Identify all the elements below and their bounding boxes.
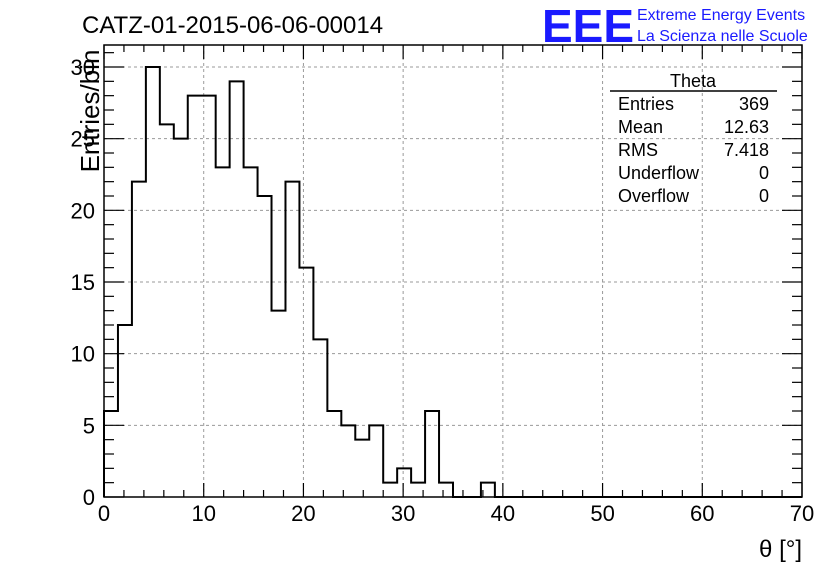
y-tick-label: 5 bbox=[83, 413, 95, 438]
histogram-bin bbox=[132, 182, 146, 497]
stats-label-rms: RMS bbox=[618, 140, 658, 160]
chart-title: CATZ-01-2015-06-06-00014 bbox=[82, 12, 383, 39]
histogram-bin bbox=[383, 483, 397, 497]
axis-ticks bbox=[103, 45, 803, 498]
histogram-bin bbox=[355, 440, 369, 497]
histogram-bin bbox=[174, 139, 188, 497]
y-tick-label: 10 bbox=[71, 342, 95, 367]
y-tick-label: 30 bbox=[71, 55, 95, 80]
stats-value-mean: 12.63 bbox=[724, 117, 769, 137]
x-axis-label: θ [°] bbox=[759, 536, 802, 563]
histogram-bin bbox=[188, 96, 202, 497]
stats-value-overflow: 0 bbox=[759, 186, 769, 206]
grid-lines bbox=[104, 45, 802, 497]
histogram-bin bbox=[230, 81, 244, 497]
x-tick-label: 40 bbox=[491, 501, 515, 526]
eee-logo: EEE bbox=[542, 0, 634, 52]
stats-box: Theta Entries 369 Mean 12.63 RMS 7.418 U… bbox=[610, 71, 777, 206]
histogram-bin bbox=[299, 268, 313, 497]
logo-caption-2: La Scienza nelle Scuole bbox=[637, 28, 808, 45]
histogram-bin bbox=[285, 182, 299, 497]
histogram-bin bbox=[202, 96, 216, 497]
y-tick-label: 15 bbox=[71, 270, 95, 295]
histogram-bin bbox=[397, 468, 411, 497]
histogram-bin bbox=[341, 425, 355, 497]
histogram-bin bbox=[327, 411, 341, 497]
stats-label-underflow: Underflow bbox=[618, 163, 700, 183]
histogram-bin bbox=[160, 124, 174, 497]
x-tick-labels: 0 10 20 30 40 50 60 70 bbox=[98, 501, 814, 526]
stats-label-mean: Mean bbox=[618, 117, 663, 137]
y-tick-labels: 0 5 10 15 20 25 30 bbox=[71, 55, 95, 510]
plot-frame bbox=[103, 44, 803, 498]
histogram-bin bbox=[369, 425, 383, 497]
x-tick-label: 50 bbox=[590, 501, 614, 526]
stats-value-rms: 7.418 bbox=[724, 140, 769, 160]
y-tick-label: 25 bbox=[71, 127, 95, 152]
histogram-bin bbox=[146, 67, 160, 497]
stats-value-entries: 369 bbox=[739, 94, 769, 114]
x-tick-label: 0 bbox=[98, 501, 110, 526]
y-axis-label: Entries/bin bbox=[75, 50, 105, 173]
x-tick-label: 20 bbox=[291, 501, 315, 526]
histogram-bin bbox=[118, 325, 132, 497]
y-tick-label: 0 bbox=[83, 485, 95, 510]
stats-title: Theta bbox=[670, 71, 717, 91]
x-tick-label: 30 bbox=[391, 501, 415, 526]
stats-value-underflow: 0 bbox=[759, 163, 769, 183]
stats-label-overflow: Overflow bbox=[618, 186, 690, 206]
x-tick-label: 10 bbox=[191, 501, 215, 526]
histogram-bin bbox=[313, 339, 327, 497]
y-tick-label: 20 bbox=[71, 198, 95, 223]
histogram-bin bbox=[272, 311, 286, 497]
histogram-bin bbox=[244, 167, 258, 497]
stats-label-entries: Entries bbox=[618, 94, 674, 114]
logo-caption-1: Extreme Energy Events bbox=[637, 7, 805, 24]
x-tick-label: 70 bbox=[790, 501, 814, 526]
histogram-bin bbox=[258, 196, 272, 497]
x-tick-label: 60 bbox=[690, 501, 714, 526]
histogram-bin bbox=[425, 411, 439, 497]
histogram-bin bbox=[216, 167, 230, 497]
histogram-bin bbox=[439, 483, 453, 497]
